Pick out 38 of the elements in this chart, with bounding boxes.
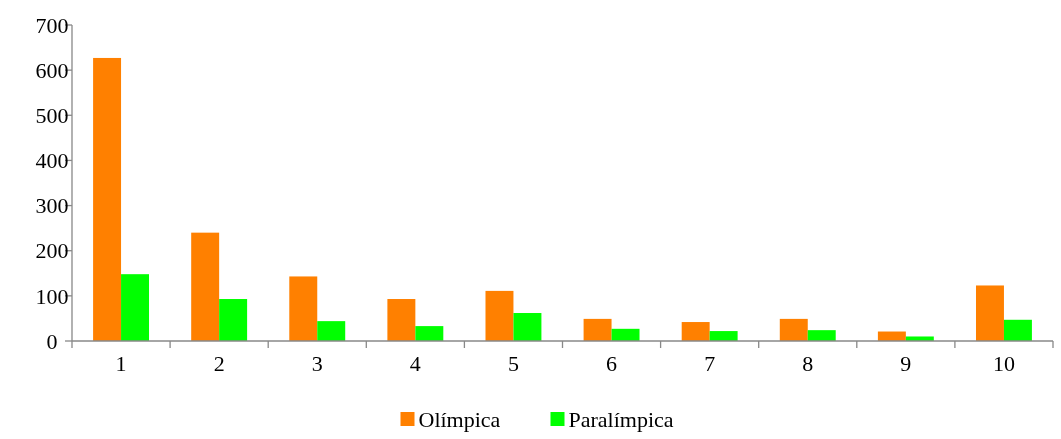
x-tick-label: 4 — [409, 351, 421, 376]
x-tick-label: 2 — [213, 351, 225, 376]
bar — [807, 330, 836, 341]
y-tick-label: 300 — [35, 193, 69, 219]
bar — [289, 276, 318, 341]
y-tick-label: 400 — [35, 148, 69, 174]
x-tick-label: 1 — [115, 351, 127, 376]
x-tick-label: 8 — [802, 351, 814, 376]
bar — [219, 299, 248, 341]
x-tick-label: 10 — [992, 351, 1015, 376]
bar — [485, 290, 514, 341]
x-tick-label: 6 — [606, 351, 618, 376]
bar — [121, 274, 150, 341]
x-tick-label: 7 — [704, 351, 716, 376]
bar — [1003, 319, 1032, 341]
bar — [975, 285, 1004, 341]
x-tick-label: 3 — [311, 351, 323, 376]
bar — [779, 318, 808, 341]
legend-label: Paralímpica — [568, 407, 674, 432]
y-tick-label: 200 — [35, 238, 69, 264]
y-tick-label: 700 — [35, 12, 69, 38]
bar — [611, 328, 640, 341]
x-tick-label: 9 — [900, 351, 912, 376]
bar — [317, 321, 346, 341]
y-tick-label: 600 — [35, 57, 69, 83]
bar — [583, 318, 612, 341]
legend-label: Olímpica — [418, 407, 501, 432]
bar — [191, 232, 220, 341]
bar — [709, 331, 738, 341]
bar — [93, 57, 122, 341]
bar — [415, 326, 444, 341]
bar — [387, 299, 416, 341]
x-tick-label: 5 — [507, 351, 519, 376]
y-tick-label: 0 — [46, 328, 58, 354]
y-tick-label: 500 — [35, 102, 69, 128]
bar — [513, 313, 542, 341]
bar — [681, 322, 710, 341]
y-tick-label: 100 — [35, 283, 69, 309]
